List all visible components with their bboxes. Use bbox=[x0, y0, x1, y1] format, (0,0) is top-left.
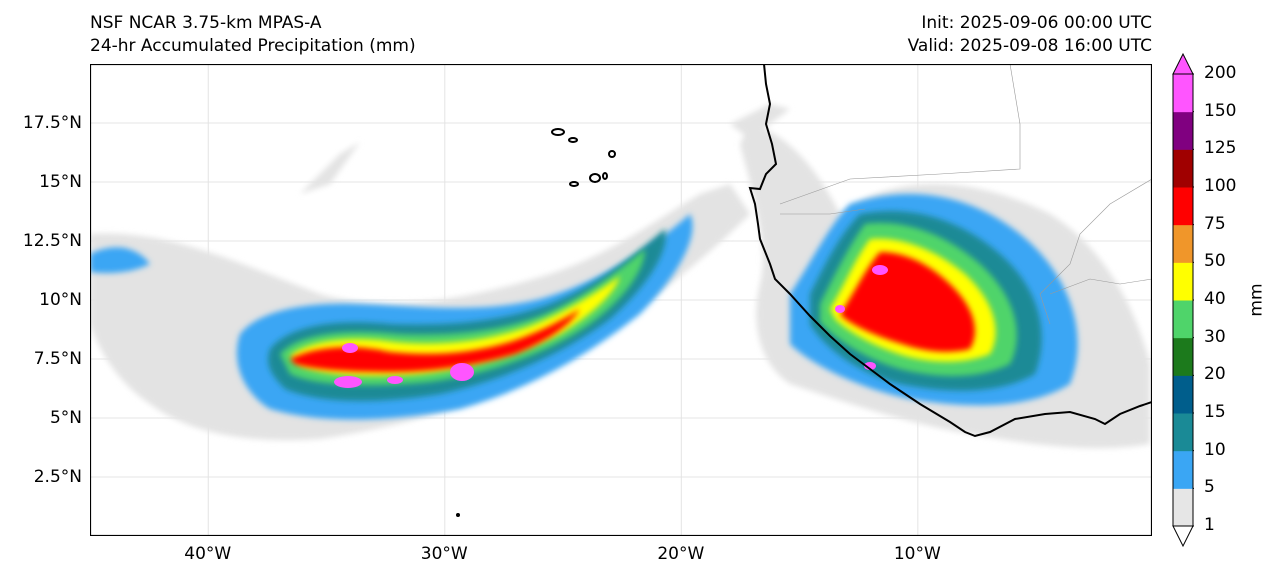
precip-100mm-region bbox=[290, 252, 975, 372]
coastline bbox=[748, 64, 1152, 438]
colorbar-units: mm bbox=[1246, 283, 1267, 317]
colorbar-level-label: 1 bbox=[1204, 515, 1215, 535]
lat-tick-label: 10°N bbox=[39, 290, 82, 310]
colorbar-segment bbox=[1173, 74, 1193, 113]
colorbar-level-label: 30 bbox=[1204, 326, 1226, 347]
colorbar bbox=[1172, 52, 1194, 548]
lon-tick-label: 30°W bbox=[420, 544, 468, 564]
cape-verde-islands bbox=[551, 128, 616, 187]
colorbar-level-label: 150 bbox=[1204, 100, 1237, 121]
lat-tick-label: 15°N bbox=[39, 172, 82, 192]
colorbar-segment bbox=[1173, 111, 1193, 150]
colorbar-level-label: 40 bbox=[1204, 289, 1226, 309]
lat-tick-label: 12.5°N bbox=[22, 231, 82, 251]
island-dot bbox=[456, 513, 460, 517]
colorbar-level-label: 200 bbox=[1204, 63, 1237, 83]
lat-tick-label: 17.5°N bbox=[22, 113, 82, 133]
colorbar-level-label: 100 bbox=[1204, 176, 1237, 196]
colorbar-level-label: 50 bbox=[1204, 251, 1226, 272]
model-title: NSF NCAR 3.75-km MPAS-A bbox=[90, 13, 322, 33]
colorbar-segment bbox=[1173, 337, 1193, 376]
lon-tick-label: 40°W bbox=[184, 544, 232, 564]
field-title: 24-hr Accumulated Precipitation (mm) bbox=[90, 36, 416, 56]
colorbar-segment bbox=[1173, 488, 1193, 527]
colorbar-level-label: 20 bbox=[1204, 364, 1226, 385]
lat-tick-label: 5°N bbox=[49, 408, 82, 428]
colorbar-min-arrow bbox=[1172, 525, 1194, 548]
colorbar-segment bbox=[1173, 413, 1193, 452]
precip-150mm-region bbox=[334, 265, 888, 388]
colorbar-segment bbox=[1173, 262, 1193, 301]
country-borders bbox=[779, 64, 1152, 325]
init-time: Init: 2025-09-06 00:00 UTC bbox=[921, 13, 1152, 33]
colorbar-level-label: 15 bbox=[1204, 402, 1226, 422]
colorbar-max-arrow bbox=[1172, 52, 1194, 75]
lon-tick-label: 20°W bbox=[657, 544, 705, 564]
colorbar-segment bbox=[1173, 375, 1193, 414]
colorbar-segment bbox=[1173, 450, 1193, 489]
colorbar-level-label: 125 bbox=[1204, 138, 1237, 159]
lat-tick-label: 7.5°N bbox=[33, 349, 82, 369]
colorbar-level-label: 10 bbox=[1204, 439, 1226, 460]
colorbar-level-label: 5 bbox=[1204, 477, 1215, 498]
colorbar-segment bbox=[1173, 224, 1193, 263]
colorbar-level-label: 75 bbox=[1204, 213, 1226, 234]
precip-map bbox=[90, 64, 1152, 536]
lon-tick-label: 10°W bbox=[893, 544, 941, 564]
colorbar-segment bbox=[1173, 300, 1193, 339]
lat-tick-label: 2.5°N bbox=[33, 467, 82, 487]
valid-time: Valid: 2025-09-08 16:00 UTC bbox=[907, 36, 1152, 56]
colorbar-segment bbox=[1173, 187, 1193, 226]
colorbar-segment bbox=[1173, 149, 1193, 188]
